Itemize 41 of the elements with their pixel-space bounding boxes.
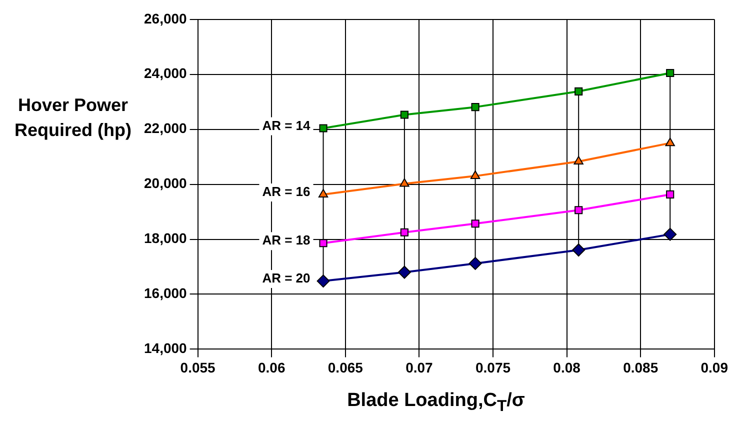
point — [468, 256, 482, 270]
point — [319, 124, 328, 132]
y-tick-label: 20,000 — [144, 175, 188, 192]
point — [318, 188, 328, 198]
x-tick-label: 0.075 — [475, 359, 511, 376]
x-tick-label: 0.085 — [623, 359, 658, 376]
x-axis-title: Blade Loading,C$_{T}$/σ — [346, 390, 526, 416]
x-tick-label: 0.07 — [406, 359, 434, 376]
x-tick-label: 0.06 — [258, 359, 286, 376]
point — [666, 190, 674, 199]
point — [574, 156, 584, 164]
y-axis-title: Hover Power Required (hp) — [14, 94, 132, 142]
point — [666, 68, 674, 78]
point — [470, 170, 480, 180]
series-label: AR = 14 — [262, 118, 312, 133]
point — [398, 266, 411, 279]
point — [664, 228, 677, 241]
y-tick-label: 22,000 — [144, 120, 188, 136]
x-tick-label: 0.09 — [700, 359, 728, 376]
y-tick-label: 14,000 — [144, 340, 188, 356]
y-tick-label: 16,000 — [144, 285, 188, 302]
y-tick-label: 18,000 — [144, 230, 188, 246]
point — [574, 206, 583, 214]
series-label: AR = 16 — [262, 184, 310, 200]
point — [316, 274, 330, 288]
series-label: AR = 20 — [262, 270, 310, 286]
point — [471, 220, 480, 228]
x-tick-label: 0.055 — [180, 359, 216, 376]
series-label: AR = 18 — [262, 232, 310, 248]
point — [574, 87, 583, 96]
y-tick-label: 24,000 — [144, 65, 188, 82]
point — [665, 138, 675, 146]
point — [400, 110, 408, 119]
point — [400, 178, 410, 187]
y-tick-label: 26,000 — [144, 10, 188, 26]
point — [572, 243, 586, 256]
x-tick-label: 0.065 — [328, 359, 364, 376]
x-tick-label: 0.08 — [553, 359, 581, 376]
point — [471, 103, 480, 112]
point — [319, 239, 328, 248]
point — [400, 228, 408, 236]
